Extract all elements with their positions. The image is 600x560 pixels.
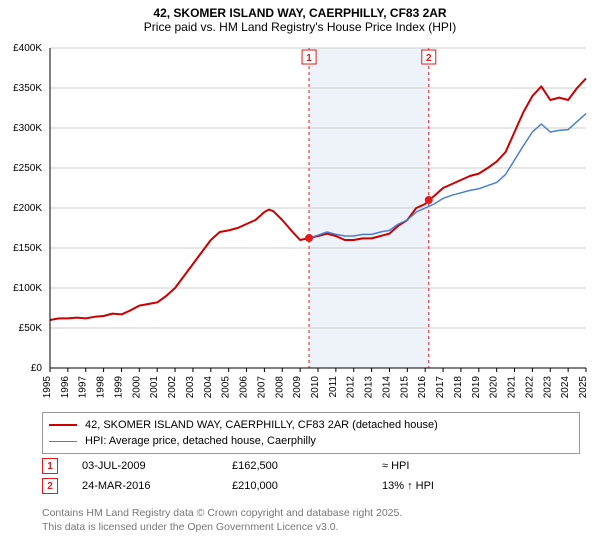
svg-text:£100K: £100K bbox=[13, 283, 42, 294]
legend-label: 42, SKOMER ISLAND WAY, CAERPHILLY, CF83 … bbox=[85, 419, 438, 431]
svg-text:1: 1 bbox=[306, 53, 312, 64]
svg-text:2022: 2022 bbox=[524, 376, 535, 399]
footer-line-1: Contains HM Land Registry data © Crown c… bbox=[42, 506, 582, 520]
svg-text:2005: 2005 bbox=[221, 376, 232, 399]
sale-date: 24-MAR-2016 bbox=[82, 480, 232, 492]
svg-text:£350K: £350K bbox=[13, 83, 42, 94]
sale-marker-box: 2 bbox=[42, 478, 58, 494]
svg-text:1998: 1998 bbox=[96, 376, 107, 399]
chart-container: 42, SKOMER ISLAND WAY, CAERPHILLY, CF83 … bbox=[0, 0, 600, 560]
svg-text:2013: 2013 bbox=[364, 376, 375, 399]
svg-text:1999: 1999 bbox=[113, 376, 124, 399]
sale-date: 03-JUL-2009 bbox=[82, 460, 232, 472]
footer-attribution: Contains HM Land Registry data © Crown c… bbox=[42, 506, 582, 534]
svg-text:2011: 2011 bbox=[328, 376, 339, 398]
svg-text:2015: 2015 bbox=[399, 376, 410, 399]
sale-row: 2 24-MAR-2016 £210,000 13% ↑ HPI bbox=[42, 476, 582, 496]
svg-text:2001: 2001 bbox=[149, 376, 160, 399]
svg-text:1996: 1996 bbox=[60, 376, 71, 399]
sale-note: ≈ HPI bbox=[382, 460, 532, 472]
svg-text:2009: 2009 bbox=[292, 376, 303, 399]
svg-text:1997: 1997 bbox=[78, 376, 89, 399]
svg-text:2002: 2002 bbox=[167, 376, 178, 399]
sale-marker-number: 1 bbox=[47, 461, 53, 472]
title-line-1: 42, SKOMER ISLAND WAY, CAERPHILLY, CF83 … bbox=[0, 6, 600, 20]
svg-text:2012: 2012 bbox=[346, 376, 357, 399]
svg-text:2018: 2018 bbox=[453, 376, 464, 399]
legend-row: HPI: Average price, detached house, Caer… bbox=[49, 433, 573, 449]
legend-box: 42, SKOMER ISLAND WAY, CAERPHILLY, CF83 … bbox=[42, 412, 580, 454]
legend-swatch bbox=[49, 424, 77, 426]
sale-note: 13% ↑ HPI bbox=[382, 480, 532, 492]
svg-text:£150K: £150K bbox=[13, 243, 42, 254]
svg-text:1995: 1995 bbox=[42, 376, 53, 399]
svg-text:2: 2 bbox=[426, 53, 432, 64]
sale-price: £162,500 bbox=[232, 460, 382, 472]
svg-text:2017: 2017 bbox=[435, 376, 446, 399]
svg-text:£300K: £300K bbox=[13, 123, 42, 134]
legend-label: HPI: Average price, detached house, Caer… bbox=[85, 435, 316, 447]
svg-text:2024: 2024 bbox=[560, 376, 571, 399]
svg-text:2023: 2023 bbox=[542, 376, 553, 399]
chart-svg: £0£50K£100K£150K£200K£250K£300K£350K£400… bbox=[42, 44, 590, 404]
svg-text:2006: 2006 bbox=[239, 376, 250, 399]
title-line-2: Price paid vs. HM Land Registry's House … bbox=[0, 20, 600, 34]
sale-marker-number: 2 bbox=[47, 481, 53, 492]
svg-text:2021: 2021 bbox=[507, 376, 518, 399]
svg-text:£200K: £200K bbox=[13, 203, 42, 214]
footer-line-2: This data is licensed under the Open Gov… bbox=[42, 520, 582, 534]
svg-text:2020: 2020 bbox=[489, 376, 500, 399]
svg-text:2014: 2014 bbox=[381, 376, 392, 399]
title-block: 42, SKOMER ISLAND WAY, CAERPHILLY, CF83 … bbox=[0, 0, 600, 34]
sale-price: £210,000 bbox=[232, 480, 382, 492]
svg-text:2008: 2008 bbox=[274, 376, 285, 399]
svg-text:£0: £0 bbox=[31, 363, 43, 374]
legend-row: 42, SKOMER ISLAND WAY, CAERPHILLY, CF83 … bbox=[49, 417, 573, 433]
svg-text:2025: 2025 bbox=[578, 376, 589, 399]
svg-text:2019: 2019 bbox=[471, 376, 482, 399]
svg-text:2000: 2000 bbox=[131, 376, 142, 399]
svg-text:2010: 2010 bbox=[310, 376, 321, 399]
chart-plot-area: £0£50K£100K£150K£200K£250K£300K£350K£400… bbox=[42, 44, 590, 404]
svg-text:2004: 2004 bbox=[203, 376, 214, 399]
svg-text:£50K: £50K bbox=[19, 323, 43, 334]
svg-text:£250K: £250K bbox=[13, 163, 42, 174]
sale-row: 1 03-JUL-2009 £162,500 ≈ HPI bbox=[42, 456, 582, 476]
svg-text:2007: 2007 bbox=[256, 376, 267, 399]
legend-swatch bbox=[49, 441, 77, 442]
sales-table: 1 03-JUL-2009 £162,500 ≈ HPI 2 24-MAR-20… bbox=[42, 456, 582, 496]
svg-text:2003: 2003 bbox=[185, 376, 196, 399]
svg-text:£400K: £400K bbox=[13, 43, 42, 54]
svg-text:2016: 2016 bbox=[417, 376, 428, 399]
sale-marker-box: 1 bbox=[42, 458, 58, 474]
